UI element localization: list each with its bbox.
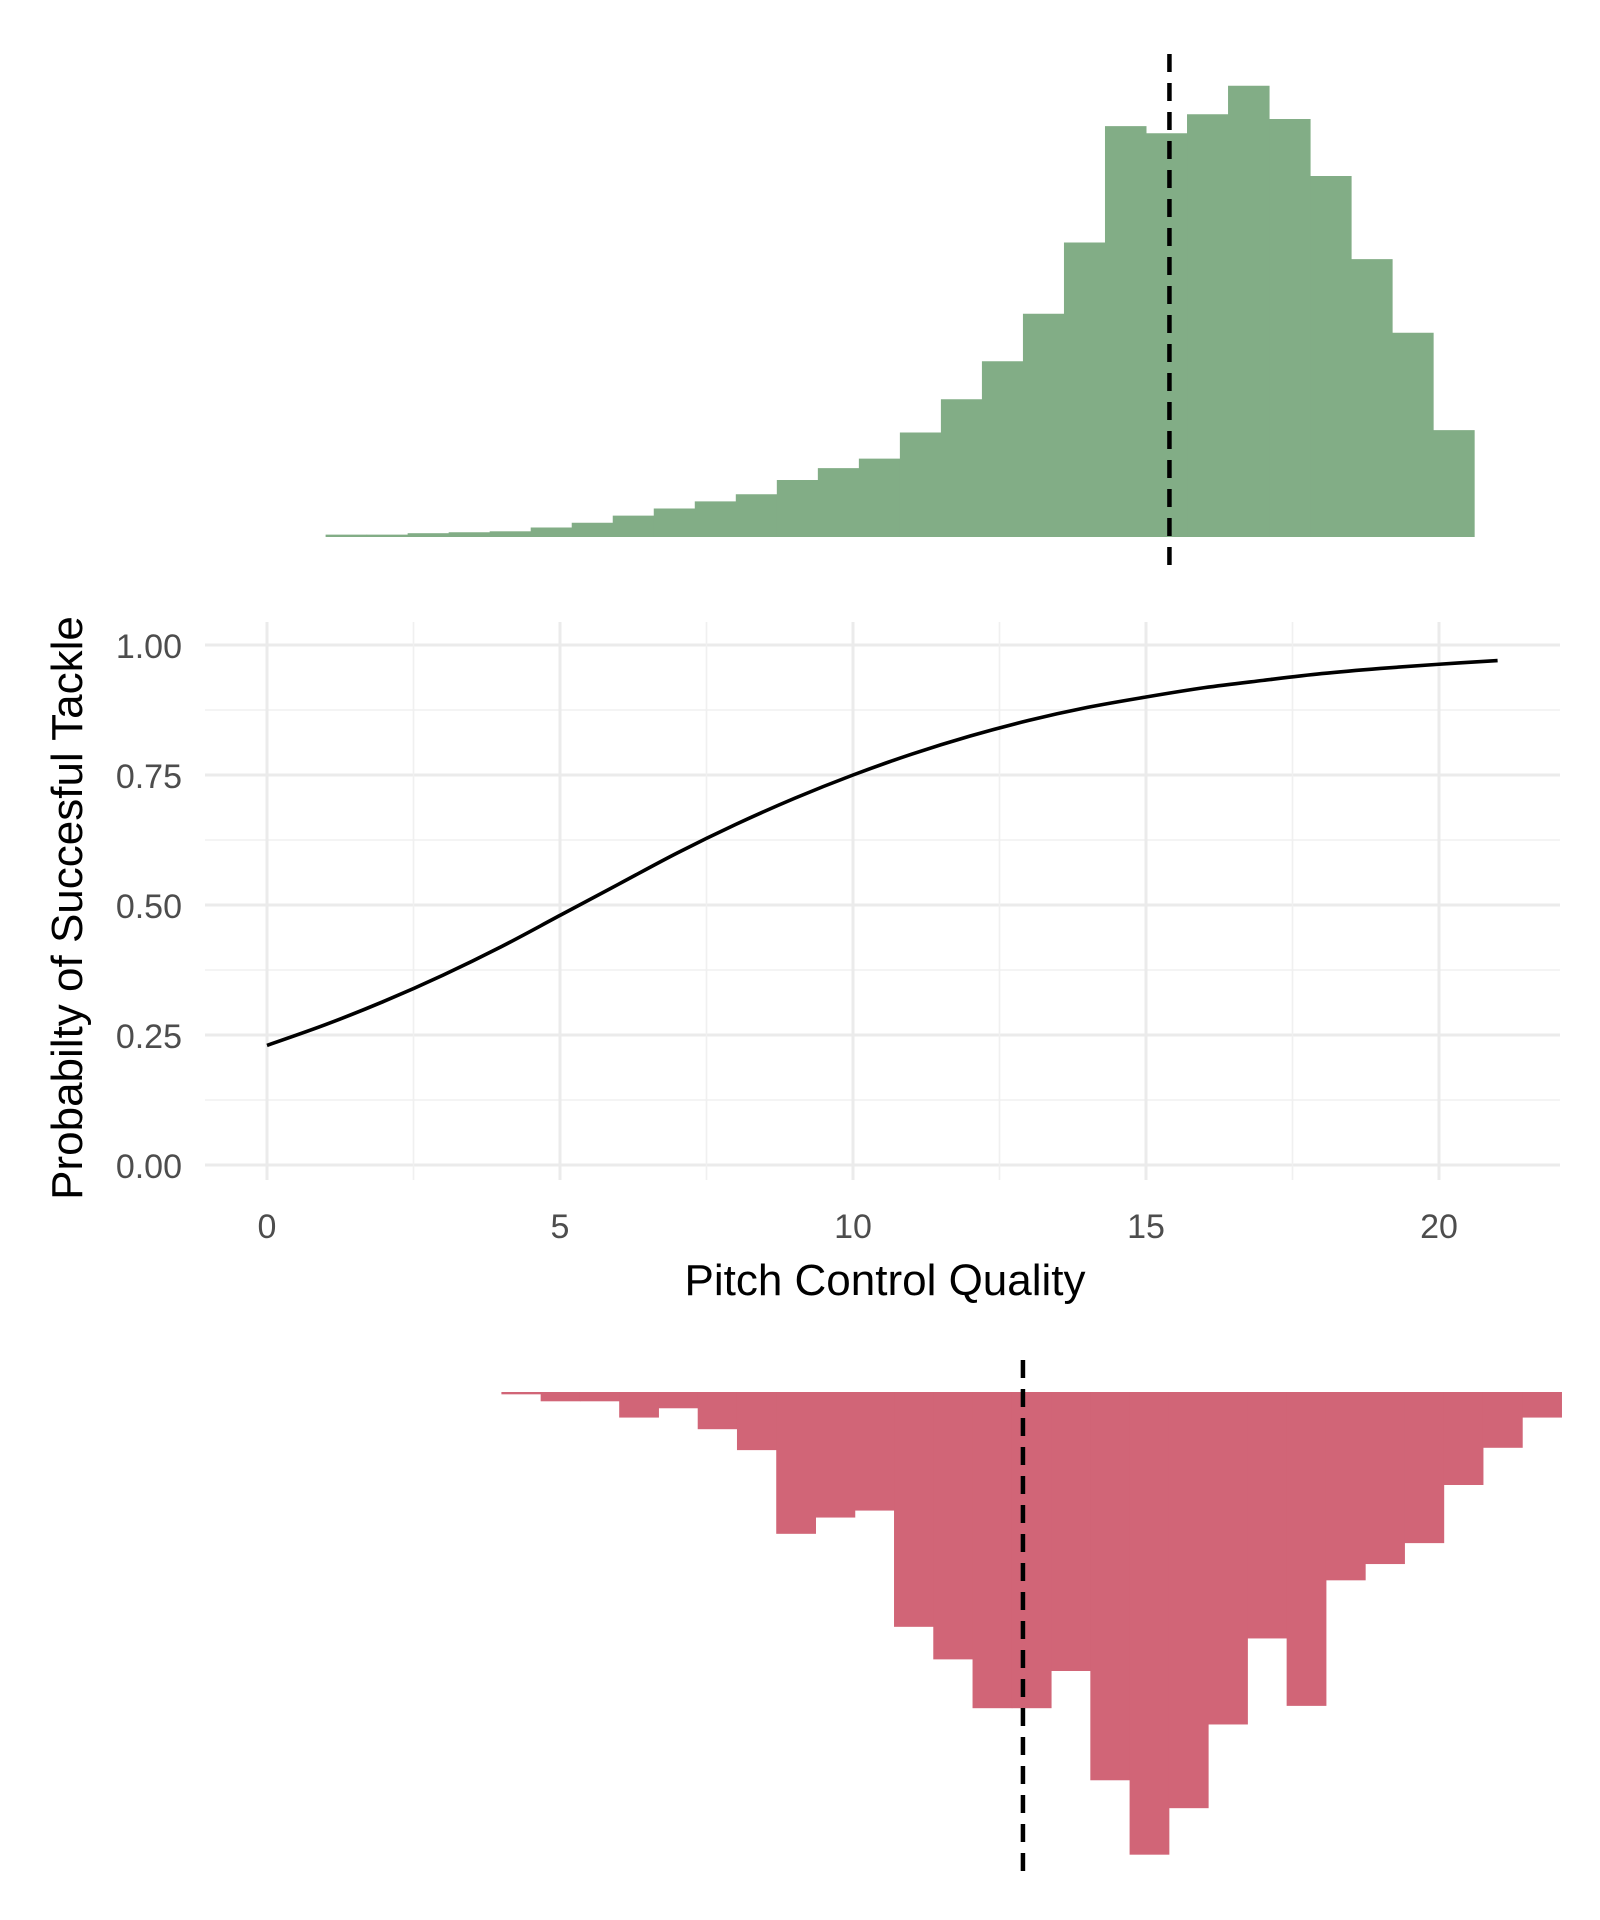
bottom-histogram-bar <box>1208 1392 1248 1725</box>
bottom-histogram-bar <box>815 1392 856 1518</box>
top-histogram-bar <box>325 534 368 537</box>
bottom-histogram-bar <box>736 1392 777 1451</box>
top-histogram-bar <box>1187 114 1229 537</box>
curve-layer <box>266 658 1498 1048</box>
top-histogram-bar <box>1104 126 1147 537</box>
top-histogram-bar <box>448 532 491 537</box>
top-histogram-bar <box>776 480 819 537</box>
top-histogram-bar <box>1310 176 1352 537</box>
y-tick-label: 0.50 <box>116 888 182 926</box>
top-histogram-bar <box>694 501 737 537</box>
bottom-histogram-bar <box>1051 1392 1091 1671</box>
bottom-histogram-bar <box>540 1392 581 1402</box>
top-histogram-bar <box>1022 313 1065 537</box>
x-tick-label: 5 <box>551 1208 570 1246</box>
x-tick-label: 15 <box>1127 1208 1165 1246</box>
y-tick-label: 1.00 <box>116 628 182 666</box>
bottom-histogram-bar <box>1365 1392 1405 1565</box>
plot-panel: 0.00 0.25 0.50 0.75 1.00 0 5 10 15 20 <box>116 622 1560 1246</box>
top-histogram-bar <box>366 534 409 537</box>
x-tick-labels: 0 5 10 15 20 <box>258 1208 1458 1246</box>
top-histogram-bar <box>1269 119 1311 537</box>
bottom-histogram-bar <box>658 1392 699 1409</box>
bottom-histogram-bar <box>1404 1392 1445 1544</box>
top-histogram-bar <box>612 515 655 537</box>
top-histogram-bar <box>735 494 778 537</box>
bottom-histogram-bar <box>1090 1392 1131 1781</box>
y-tick-label: 0.75 <box>116 758 182 796</box>
grid-lines <box>205 622 1560 1180</box>
bottom-histogram-bar <box>972 1392 1013 1709</box>
bottom-histogram-bar <box>933 1392 974 1660</box>
bottom-histogram-bar <box>1168 1392 1209 1809</box>
top-histogram-bar <box>489 531 532 537</box>
top-histogram-bar <box>407 533 450 537</box>
y-tick-labels: 0.00 0.25 0.50 0.75 1.00 <box>116 628 182 1186</box>
top-histogram-bar <box>1433 430 1475 537</box>
probability-curve <box>266 658 1498 1048</box>
top-histogram-bar <box>940 399 983 537</box>
y-axis-label: Probabilty of Succesful Tackle <box>43 616 92 1200</box>
y-tick-label: 0.25 <box>116 1018 182 1056</box>
top-histogram-bar <box>653 508 696 537</box>
bottom-histogram-bar <box>1325 1392 1366 1581</box>
bottom-histogram-bar <box>1247 1392 1288 1639</box>
bottom-histogram-bar <box>1286 1392 1327 1706</box>
bottom-histogram-bar <box>619 1392 659 1418</box>
bottom-histogram-bar <box>894 1392 934 1627</box>
bottom-histogram-bar <box>1129 1392 1170 1855</box>
bottom-histogram-bar <box>1522 1392 1562 1418</box>
bottom-histogram-bar <box>1011 1392 1052 1709</box>
top-histogram-bar <box>858 458 901 537</box>
top-histogram-bar <box>899 432 942 537</box>
top-histogram-bar <box>571 522 614 537</box>
x-tick-label: 0 <box>258 1208 277 1246</box>
top-histogram-bar <box>530 527 573 537</box>
bottom-histogram-bar <box>1443 1392 1484 1485</box>
bottom-histogram <box>501 1360 1562 1878</box>
bottom-histogram-bar <box>697 1392 738 1430</box>
bottom-histogram-bar <box>579 1392 620 1402</box>
bottom-histogram-bar <box>854 1392 895 1511</box>
top-histogram-bar <box>1351 259 1393 537</box>
top-histogram-bar <box>1392 332 1434 537</box>
bottom-histogram-bar <box>1482 1392 1523 1448</box>
x-axis-label: Pitch Control Quality <box>684 1256 1085 1305</box>
top-histogram <box>325 54 1475 572</box>
top-histogram-bar <box>1228 85 1270 537</box>
top-histogram-bar <box>817 468 860 537</box>
x-tick-label: 20 <box>1420 1208 1458 1246</box>
y-tick-label: 0.00 <box>116 1148 182 1186</box>
bottom-histogram-bar <box>776 1392 816 1534</box>
bottom-histogram-bar <box>501 1392 542 1395</box>
top-histogram-bar <box>981 361 1024 537</box>
top-histogram-bar <box>1063 242 1106 537</box>
x-tick-label: 10 <box>834 1208 872 1246</box>
top-histogram-bar <box>1146 133 1188 537</box>
